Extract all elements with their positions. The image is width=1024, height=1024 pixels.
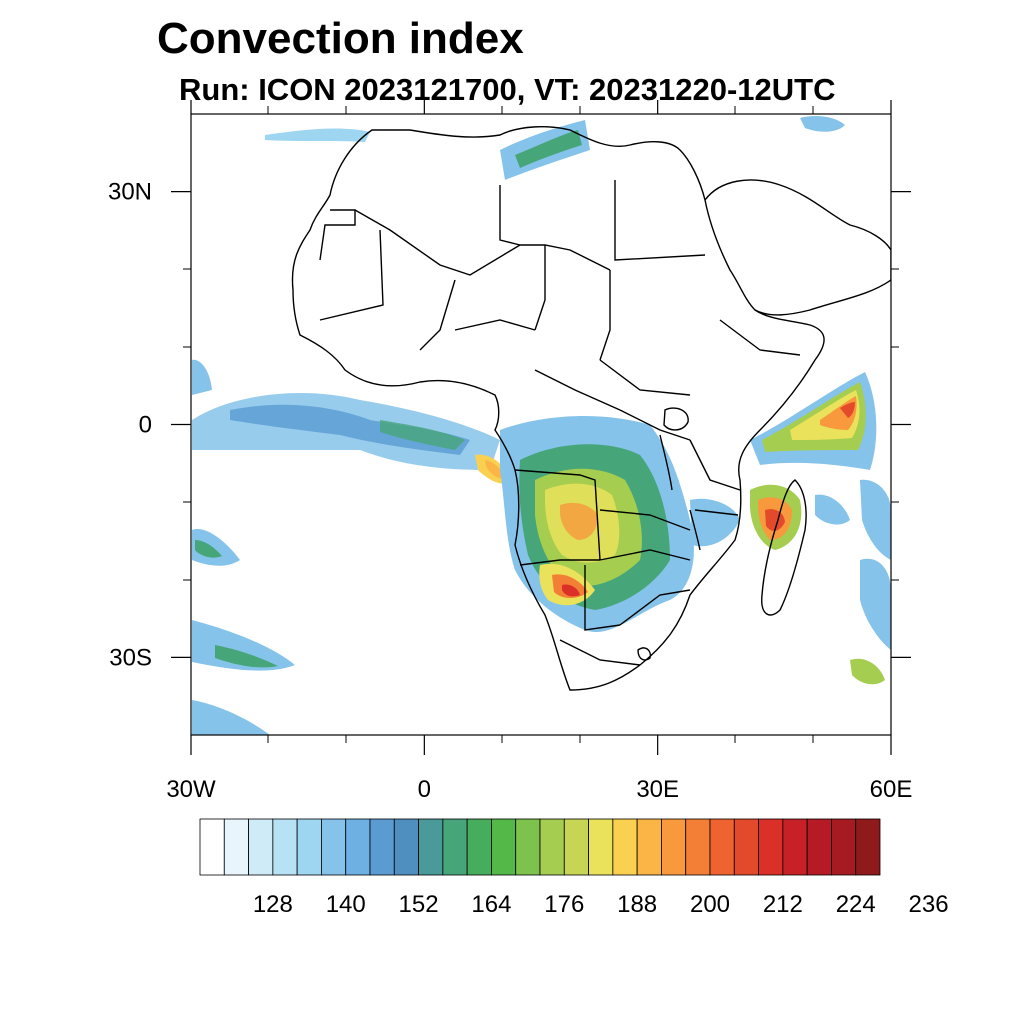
colorbar-swatch	[612, 818, 638, 876]
colorbar-tick-label: 128	[253, 891, 293, 918]
lat-tick-label: 30N	[108, 179, 152, 206]
colorbar-swatch	[758, 818, 784, 876]
colorbar-tick-label: 176	[544, 891, 584, 918]
colorbar-swatch	[539, 818, 565, 876]
colorbar-swatch	[272, 818, 298, 876]
chart-title: Convection index	[157, 14, 524, 63]
colorbar-tick-label: 152	[399, 891, 439, 918]
colorbar-swatch	[491, 818, 517, 876]
colorbar-tick-label: 140	[326, 891, 366, 918]
colorbar-swatch	[442, 818, 468, 876]
colorbar-swatch	[831, 818, 857, 876]
colorbar-swatch	[709, 818, 735, 876]
colorbar-swatch	[588, 818, 614, 876]
colorbar-tick-label: 164	[471, 891, 511, 918]
lat-tick-label: 0	[139, 412, 152, 439]
lon-tick-label: 30W	[166, 776, 216, 803]
colorbar-tick-label: 224	[836, 891, 876, 918]
lon-tick-label: 0	[418, 776, 431, 803]
colorbar-swatch	[296, 818, 322, 876]
lon-tick-label: 30E	[636, 776, 679, 803]
colorbar-tick-label: 212	[763, 891, 803, 918]
colorbar-tick-label: 236	[909, 891, 949, 918]
colorbar-swatch	[782, 818, 808, 876]
minor-ticks	[183, 106, 899, 743]
axis-ticks: 30W 0 30E 60E 30N 0 30S	[108, 100, 912, 803]
colorbar-tick-label: 200	[690, 891, 730, 918]
coastlines-borders	[291, 126, 891, 691]
colorbar-swatch	[369, 818, 395, 876]
colorbar-swatch	[806, 818, 832, 876]
colorbar-swatch	[636, 818, 662, 876]
colorbar-swatch	[855, 818, 881, 876]
colorbar-swatch	[345, 818, 371, 876]
colorbar-swatch	[321, 818, 347, 876]
colorbar-swatch	[393, 818, 419, 876]
colorbar-swatch	[685, 818, 711, 876]
colorbar-swatch	[223, 818, 249, 876]
lat-tick-label: 30S	[109, 644, 152, 671]
colorbar-swatch	[733, 818, 759, 876]
chart-subtitle: Run: ICON 2023121700, VT: 20231220-12UTC	[179, 72, 836, 107]
colorbar-swatch	[661, 818, 687, 876]
colorbar-swatch	[563, 818, 589, 876]
colorbar-swatch	[515, 818, 541, 876]
lon-tick-label: 60E	[870, 776, 913, 803]
colorbar: 128 140 152 164 176 188 200 212 224 236	[199, 818, 949, 918]
colorbar-swatch	[248, 818, 274, 876]
colorbar-swatch	[466, 818, 492, 876]
colorbar-swatch	[418, 818, 444, 876]
colorbar-swatch	[199, 818, 225, 876]
colorbar-tick-label: 188	[617, 891, 657, 918]
convection-field	[192, 116, 891, 735]
